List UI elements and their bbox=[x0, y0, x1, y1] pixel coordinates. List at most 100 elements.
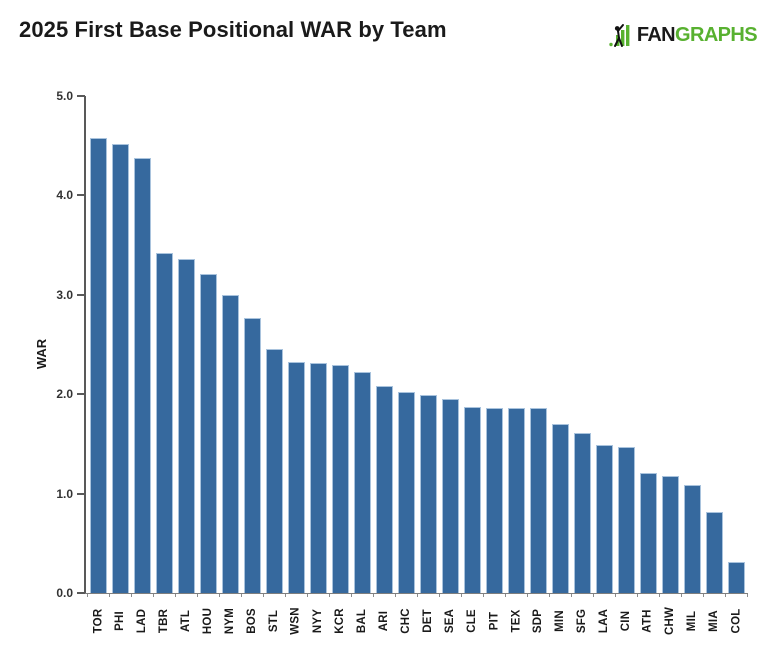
category-tick bbox=[461, 594, 462, 597]
x-label-col: COL bbox=[730, 608, 742, 634]
x-label-bal: BAL bbox=[356, 608, 368, 634]
bar-laa bbox=[595, 445, 613, 593]
bar-slot-bos bbox=[241, 318, 263, 593]
bar-slot-ari bbox=[373, 386, 395, 593]
x-label-slot-nym: NYM bbox=[219, 598, 241, 644]
x-label-slot-stl: STL bbox=[263, 598, 285, 644]
x-label-slot-col: COL bbox=[725, 598, 747, 644]
bar-mia bbox=[705, 512, 723, 593]
bar-min bbox=[551, 424, 569, 593]
bar-slot-chc bbox=[395, 392, 417, 593]
bar-nym bbox=[221, 295, 239, 593]
x-label-slot-mil: MIL bbox=[681, 598, 703, 644]
x-label-pit: PIT bbox=[488, 611, 500, 631]
bar-slot-chw bbox=[659, 476, 681, 593]
x-label-slot-mia: MIA bbox=[703, 598, 725, 644]
bar-tex bbox=[507, 408, 525, 593]
x-axis-labels: TOR PHI LAD TBR ATL HOU NYM BOS STL WSN NYY KCR BAL A… bbox=[87, 598, 747, 644]
x-label-slot-lad: LAD bbox=[131, 598, 153, 644]
x-label-ari: ARI bbox=[378, 610, 390, 632]
y-tick-0.0 bbox=[77, 592, 85, 594]
category-tick bbox=[351, 594, 352, 597]
bar-cin bbox=[617, 447, 635, 593]
bar-slot-wsn bbox=[285, 362, 307, 593]
bar-atl bbox=[177, 259, 195, 593]
x-label-slot-det: DET bbox=[417, 598, 439, 644]
bar-nyy bbox=[309, 363, 327, 593]
bar-col bbox=[727, 562, 745, 593]
bar-hou bbox=[199, 274, 217, 593]
x-label-slot-wsn: WSN bbox=[285, 598, 307, 644]
x-label-slot-laa: LAA bbox=[593, 598, 615, 644]
bar-slot-pit bbox=[483, 408, 505, 593]
x-label-cin: CIN bbox=[620, 610, 632, 632]
category-tick bbox=[527, 594, 528, 597]
bar-slot-cle bbox=[461, 407, 483, 593]
x-label-tbr: TBR bbox=[158, 608, 170, 634]
category-tick bbox=[593, 594, 594, 597]
bar-slot-det bbox=[417, 395, 439, 593]
category-tick bbox=[681, 594, 682, 597]
y-tick-4.0 bbox=[77, 194, 85, 197]
bar-slot-sdp bbox=[527, 408, 549, 593]
bar-sdp bbox=[529, 408, 547, 593]
y-tick-label-3.0: 3.0 bbox=[56, 287, 73, 302]
category-tick bbox=[747, 594, 748, 597]
x-label-min: MIN bbox=[554, 610, 566, 632]
x-label-slot-phi: PHI bbox=[109, 598, 131, 644]
x-label-slot-tex: TEX bbox=[505, 598, 527, 644]
category-tick bbox=[131, 594, 132, 597]
category-tick bbox=[285, 594, 286, 597]
bar-pit bbox=[485, 408, 503, 593]
logo-graphs: GRAPHS bbox=[675, 24, 758, 46]
y-axis-line bbox=[84, 96, 86, 594]
bar-det bbox=[419, 395, 437, 593]
fangraphs-logo: FANGRAPHS bbox=[608, 22, 758, 48]
bar-chw bbox=[661, 476, 679, 593]
header: 2025 First Base Positional WAR by Team F… bbox=[0, 0, 768, 60]
x-label-slot-hou: HOU bbox=[197, 598, 219, 644]
x-label-slot-atl: ATL bbox=[175, 598, 197, 644]
bar-slot-hou bbox=[197, 274, 219, 593]
bar-slot-col bbox=[725, 562, 747, 593]
y-tick-1.0 bbox=[77, 492, 85, 495]
y-tick-label-1.0: 1.0 bbox=[56, 486, 73, 501]
x-label-slot-cle: CLE bbox=[461, 598, 483, 644]
x-label-laa: LAA bbox=[598, 608, 610, 634]
war-bar-chart: WAR 0.0 1.0 2.0 3.0 4.0 5.0 TOR PHI LAD TBR ATL HO… bbox=[0, 60, 768, 672]
category-tick bbox=[659, 594, 660, 597]
category-tick bbox=[417, 594, 418, 597]
category-tick bbox=[505, 594, 506, 597]
bar-mil bbox=[683, 485, 701, 593]
x-label-chc: CHC bbox=[400, 608, 413, 634]
bar-slot-sea bbox=[439, 399, 461, 593]
category-tick bbox=[483, 594, 484, 597]
x-label-slot-chw: CHW bbox=[659, 598, 681, 644]
bar-slot-bal bbox=[351, 372, 373, 593]
bar-sea bbox=[441, 399, 459, 593]
bar-slot-cin bbox=[615, 447, 637, 593]
logo-fan: FAN bbox=[636, 24, 676, 46]
x-label-slot-sdp: SDP bbox=[527, 598, 549, 644]
fangraphs-logo-icon bbox=[609, 24, 630, 47]
x-label-lad: LAD bbox=[136, 608, 148, 634]
bar-stl bbox=[265, 349, 283, 593]
bar-slot-phi bbox=[109, 144, 131, 593]
category-tick bbox=[725, 594, 726, 597]
bar-slot-atl bbox=[175, 259, 197, 593]
bar-slot-lad bbox=[131, 158, 153, 593]
bar-slot-tor bbox=[87, 138, 109, 593]
y-tick-label-0.0: 0.0 bbox=[56, 586, 73, 600]
x-label-slot-sfg: SFG bbox=[571, 598, 593, 644]
bar-slot-mil bbox=[681, 485, 703, 593]
x-label-tor: TOR bbox=[92, 608, 105, 634]
x-label-slot-min: MIN bbox=[549, 598, 571, 644]
bar-slot-nyy bbox=[307, 363, 329, 593]
logo-text: FANGRAPHS bbox=[636, 22, 758, 48]
x-label-slot-cin: CIN bbox=[615, 598, 637, 644]
category-tick bbox=[571, 594, 572, 597]
category-tick bbox=[439, 594, 440, 597]
bar-slot-min bbox=[549, 424, 571, 593]
category-tick bbox=[175, 594, 176, 597]
x-label-slot-bal: BAL bbox=[351, 598, 373, 644]
